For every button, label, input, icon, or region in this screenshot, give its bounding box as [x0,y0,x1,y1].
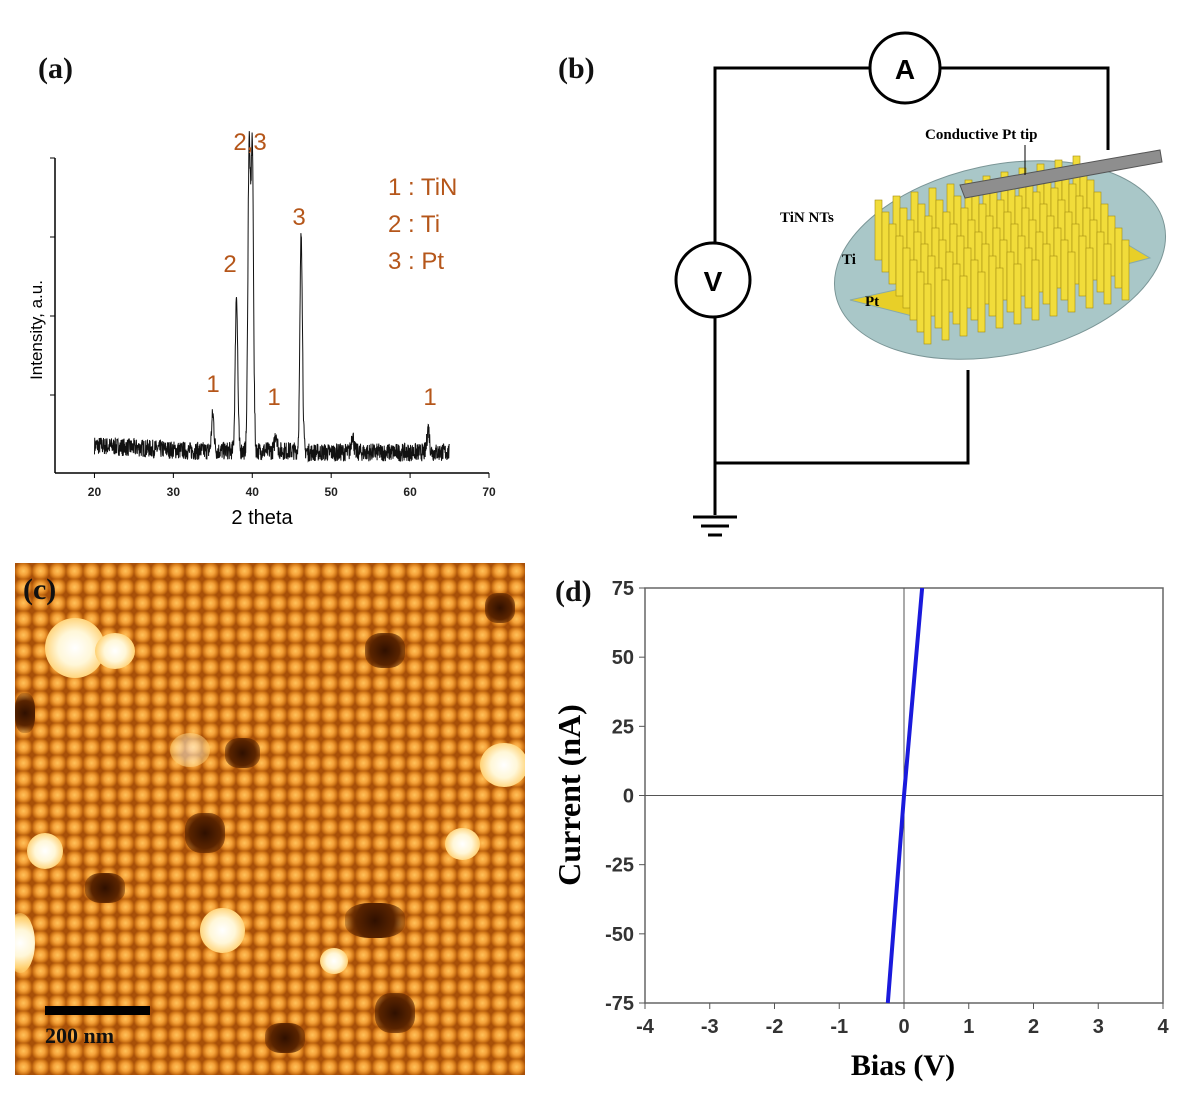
y-tick-label: -25 [605,855,634,877]
legend-entry: 3 : Pt [388,248,444,275]
peak-label: 2,3 [233,129,266,156]
panel-label-c: (c) [23,573,57,606]
iv-series [885,587,925,1004]
x-tick-label: -1 [830,1016,848,1038]
peak-label: 1 [267,384,280,411]
nanotube [902,247,911,309]
nanotube [970,259,979,321]
peak-label: 1 [206,371,219,398]
nanotube [1024,247,1033,309]
peak-label: 2 [223,251,236,278]
nanotube [934,267,943,329]
x-tick-label: 60 [403,485,417,499]
y-axis-label: Intensity, a.u. [27,280,46,380]
x-tick-label: 30 [167,485,181,499]
nanotube [1031,259,1040,321]
nanotube [923,283,932,345]
peak-label: 1 [423,384,436,411]
x-axis-label: Bias (V) [851,1049,955,1082]
x-tick-label: 3 [1093,1016,1104,1038]
nanotube [995,267,1004,329]
x-tick-label: 0 [898,1016,909,1038]
ammeter-label: A [895,54,915,85]
x-tick-label: 1 [963,1016,974,1038]
y-tick-label: -50 [605,924,634,946]
x-tick-label: 50 [325,485,339,499]
y-axis-label: Current (nA) [551,704,587,886]
panel-label-b: (b) [558,52,595,85]
voltmeter-label: V [704,266,723,297]
x-tick-label: -3 [701,1016,719,1038]
nanotube [1096,231,1105,293]
ammeter-icon [868,31,942,105]
nanotube [916,271,925,333]
pt-label: Pt [865,294,879,310]
panel-label-a: (a) [38,52,73,85]
nanotube [1103,243,1112,305]
x-tick-label: 2 [1028,1016,1039,1038]
nanotube [895,235,904,297]
xrd-series [94,131,450,463]
peak-label: 3 [292,204,305,231]
x-tick-label: 20 [88,485,102,499]
nanotube [1042,243,1051,305]
x-tick-label: -4 [636,1016,655,1038]
nanotube [977,271,986,333]
ntube-label: TiN NTs [780,210,834,226]
legend-entry: 2 : Ti [388,211,440,238]
panel-label-d: (d) [555,575,592,608]
pt-tip [959,149,1163,199]
x-tick-label: 4 [1157,1016,1169,1038]
nanotube [881,211,890,273]
nanotube [1060,239,1069,301]
nanotube [888,223,897,285]
voltmeter-icon [674,241,752,319]
tip-label: Conductive Pt tip [925,127,1038,143]
nanotube [952,263,961,325]
nanotube [1067,251,1076,313]
legend-entry: 1 : TiN [388,174,457,201]
y-tick-label: -75 [605,993,634,1015]
nanotube [1013,263,1022,325]
nanotube [909,259,918,321]
nanotube [959,275,968,337]
x-tick-label: -2 [766,1016,784,1038]
afm-image: (c) 200 nm [15,563,525,1075]
nanotube [1085,247,1094,309]
x-tick-label: 70 [482,485,496,499]
x-tick-label: 40 [246,485,260,499]
nanotube [1078,235,1087,297]
y-tick-label: 50 [612,647,634,669]
nanotube [1121,239,1130,301]
y-tick-label: 75 [612,578,634,600]
y-tick-label: 25 [612,716,634,738]
nanotube [1049,255,1058,317]
y-tick-label: 0 [623,786,634,808]
circuit-wires [713,66,1110,515]
nanotube [988,255,997,317]
scale-bar-label: 200 nm [45,1023,115,1048]
x-axis-label: 2 theta [231,507,293,529]
nanotube [941,279,950,341]
nanotube [874,199,883,261]
nanotube [1006,251,1015,313]
scale-bar [45,1006,150,1015]
ti-label: Ti [842,252,856,268]
nanotube [1114,227,1123,289]
